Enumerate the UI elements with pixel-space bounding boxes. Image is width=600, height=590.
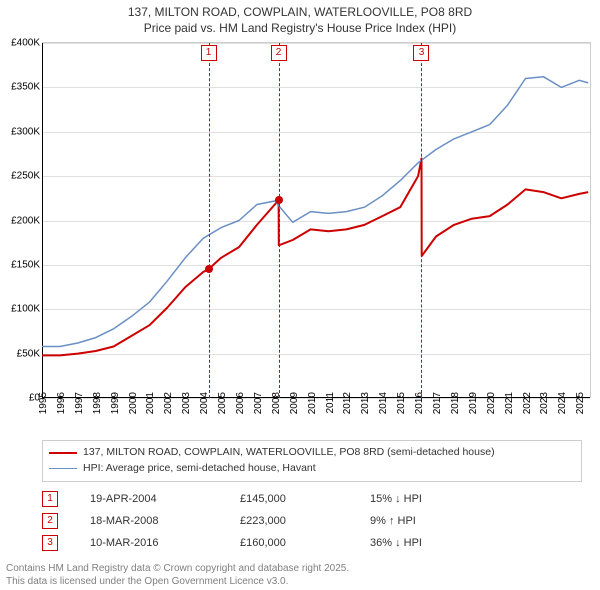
sales-row-date: 10-MAR-2016 bbox=[90, 537, 240, 549]
footer-line-1: Contains HM Land Registry data © Crown c… bbox=[6, 563, 349, 576]
sales-row-marker: 2 bbox=[42, 513, 58, 529]
chart-title: 137, MILTON ROAD, COWPLAIN, WATERLOOVILL… bbox=[0, 0, 600, 36]
legend-swatch bbox=[49, 452, 77, 454]
chart-series-svg bbox=[42, 43, 590, 398]
series-price_paid bbox=[42, 158, 588, 355]
y-tick-label: £400K bbox=[0, 38, 40, 49]
y-tick-label: £0 bbox=[0, 393, 40, 404]
legend-swatch bbox=[49, 468, 77, 469]
footer-line-2: This data is licensed under the Open Gov… bbox=[6, 576, 349, 589]
chart-plot-area: £0£50K£100K£150K£200K£250K£300K£350K£400… bbox=[42, 42, 591, 398]
sales-table: 1 19-APR-2004£145,00015% ↓ HPI 2 18-MAR-200… bbox=[42, 488, 582, 554]
sales-row-marker: 3 bbox=[42, 535, 58, 551]
sales-row-date: 19-APR-2004 bbox=[90, 493, 240, 505]
sales-row-delta: 36% ↓ HPI bbox=[370, 537, 520, 549]
y-tick-label: £350K bbox=[0, 82, 40, 93]
sales-row: 2 18-MAR-2008£223,0009% ↑ HPI bbox=[42, 510, 582, 532]
legend-item: HPI: Average price, semi-detached house,… bbox=[49, 461, 575, 477]
sales-row-price: £160,000 bbox=[240, 537, 370, 549]
sales-row: 3 10-MAR-2016£160,00036% ↓ HPI bbox=[42, 532, 582, 554]
sales-row-delta: 9% ↑ HPI bbox=[370, 515, 520, 527]
sales-row-price: £223,000 bbox=[240, 515, 370, 527]
chart-legend: 137, MILTON ROAD, COWPLAIN, WATERLOOVILL… bbox=[42, 440, 582, 482]
sale-marker-line bbox=[279, 43, 280, 398]
sales-row: 1 19-APR-2004£145,00015% ↓ HPI bbox=[42, 488, 582, 510]
series-hpi bbox=[42, 77, 588, 347]
sale-marker-box: 3 bbox=[413, 45, 429, 61]
sale-marker-line bbox=[421, 43, 422, 398]
legend-item: 137, MILTON ROAD, COWPLAIN, WATERLOOVILL… bbox=[49, 445, 575, 461]
sales-row-date: 18-MAR-2008 bbox=[90, 515, 240, 527]
sale-marker-box: 1 bbox=[201, 45, 217, 61]
y-tick-label: £100K bbox=[0, 304, 40, 315]
y-tick-label: £250K bbox=[0, 171, 40, 182]
sales-row-price: £145,000 bbox=[240, 493, 370, 505]
y-tick-label: £50K bbox=[0, 348, 40, 359]
sales-row-marker: 1 bbox=[42, 491, 58, 507]
sales-row-delta: 15% ↓ HPI bbox=[370, 493, 520, 505]
legend-label: HPI: Average price, semi-detached house,… bbox=[83, 461, 316, 477]
sale-marker-line bbox=[209, 43, 210, 398]
y-tick-label: £200K bbox=[0, 215, 40, 226]
legend-label: 137, MILTON ROAD, COWPLAIN, WATERLOOVILL… bbox=[83, 445, 495, 461]
y-tick-label: £300K bbox=[0, 126, 40, 137]
sale-marker-box: 2 bbox=[271, 45, 287, 61]
sale-marker-dot bbox=[205, 265, 213, 273]
title-line-2: Price paid vs. HM Land Registry's House … bbox=[0, 20, 600, 36]
attribution-footer: Contains HM Land Registry data © Crown c… bbox=[6, 563, 349, 588]
sale-marker-dot bbox=[275, 196, 283, 204]
y-tick-label: £150K bbox=[0, 259, 40, 270]
title-line-1: 137, MILTON ROAD, COWPLAIN, WATERLOOVILL… bbox=[0, 4, 600, 20]
